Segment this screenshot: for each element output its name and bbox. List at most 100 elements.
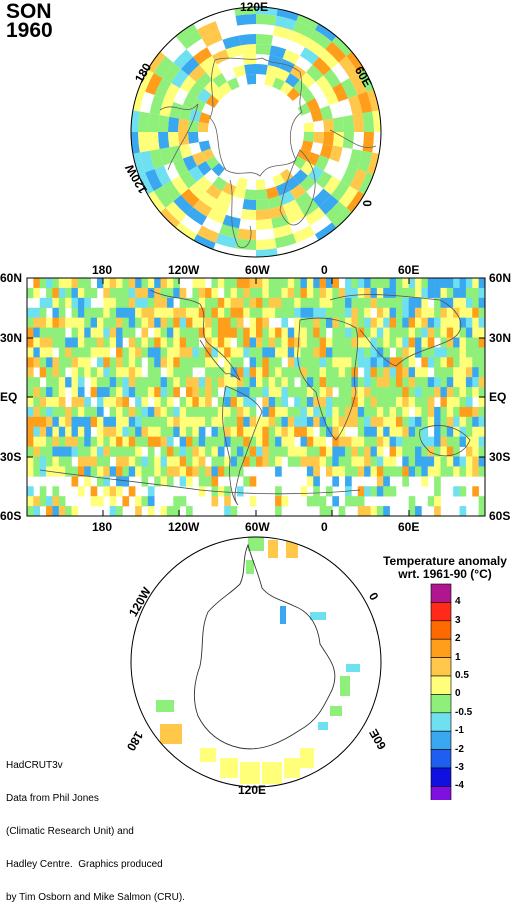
- global-grid-cell: [268, 347, 276, 358]
- global-grid-cell: [313, 307, 320, 318]
- global-grid-cell: [179, 416, 187, 428]
- north-polar-grid-cell: [323, 69, 341, 88]
- global-grid-cell: [236, 426, 244, 437]
- global-grid-cell: [453, 317, 460, 328]
- global-grid-cell: [446, 387, 454, 398]
- global-grid-cell: [205, 357, 212, 368]
- global-grid-cell: [217, 278, 225, 289]
- global-grid-cell: [205, 377, 212, 388]
- global-grid-cell: [166, 347, 174, 358]
- global-grid-cell: [421, 327, 429, 338]
- global-grid-cell: [128, 287, 136, 299]
- global-grid-cell: [186, 426, 193, 437]
- global-grid-cell: [249, 317, 257, 328]
- global-grid-cell: [370, 287, 378, 299]
- north-polar-grid-cell: [362, 132, 374, 153]
- global-grid-cell: [459, 416, 467, 428]
- global-grid-cell: [166, 416, 174, 428]
- global-grid-cell: [319, 456, 327, 467]
- global-grid-cell: [351, 397, 359, 408]
- global-grid-cell: [421, 357, 429, 368]
- global-grid-cell: [256, 297, 263, 309]
- global-grid-cell: [370, 436, 378, 447]
- global-grid-cell: [236, 347, 244, 358]
- global-grid-cell: [275, 367, 282, 378]
- global-grid-cell: [52, 377, 60, 388]
- global-grid-cell: [434, 436, 441, 447]
- north-polar-grid-cell: [256, 248, 279, 257]
- north-polar-grid-cell: [318, 49, 339, 70]
- global-grid-cell: [128, 327, 136, 338]
- global-grid-cell: [395, 287, 403, 299]
- global-grid-cell: [376, 387, 384, 398]
- global-grid-cell: [27, 377, 34, 388]
- north-polar-grid-cell: [264, 74, 276, 87]
- global-grid-cell: [173, 327, 180, 338]
- global-grid-cell: [166, 426, 174, 437]
- global-grid-cell: [211, 287, 219, 299]
- global-grid-cell: [141, 436, 149, 447]
- north-polar-grid-cell: [158, 132, 170, 150]
- global-grid-cell: [453, 297, 460, 309]
- global-grid-cell: [249, 426, 257, 437]
- global-grid-cell: [173, 278, 180, 289]
- global-grid-cell: [351, 466, 359, 477]
- global-grid-cell: [281, 377, 289, 388]
- global-grid-cell: [364, 387, 371, 398]
- global-grid-cell: [376, 416, 384, 428]
- global-grid-cell: [357, 327, 365, 338]
- global-grid-cell: [440, 377, 448, 388]
- global-grid-cell: [313, 496, 320, 507]
- global-grid-cell: [332, 466, 339, 477]
- global-grid-cell: [236, 357, 244, 368]
- north-polar-grid-cell: [267, 195, 283, 209]
- global-grid-cell: [224, 466, 231, 477]
- legend-level-label: 0.5: [455, 670, 469, 681]
- north-polar-grid-cell: [171, 176, 189, 195]
- global-grid-cell: [186, 476, 193, 487]
- global-grid-cell: [236, 337, 244, 348]
- global-grid-cell: [383, 416, 390, 428]
- global-grid-cell: [109, 406, 117, 418]
- global-grid-cell: [325, 466, 333, 477]
- global-grid-cell: [294, 367, 301, 378]
- global-grid-cell: [262, 387, 270, 398]
- global-grid-cell: [46, 367, 53, 378]
- global-grid-cell: [173, 317, 180, 328]
- global-grid-cell: [46, 426, 53, 437]
- global-grid-cell: [351, 347, 359, 358]
- global-grid-cell: [166, 466, 174, 477]
- global-grid-cell: [357, 397, 365, 408]
- global-grid-cell: [243, 456, 250, 467]
- global-grid-cell: [58, 347, 66, 358]
- global-grid-cell: [402, 476, 409, 487]
- global-x-label-top: 60W: [245, 263, 270, 277]
- global-grid-cell: [122, 456, 130, 467]
- global-grid-cell: [478, 387, 485, 398]
- global-grid-cell: [434, 327, 441, 338]
- global-grid-cell: [109, 357, 117, 368]
- global-grid-cell: [262, 416, 270, 428]
- global-grid-cell: [345, 337, 352, 348]
- global-grid-cell: [408, 446, 416, 457]
- global-grid-cell: [313, 476, 320, 487]
- global-grid-cell: [39, 436, 47, 447]
- global-grid-cell: [364, 357, 371, 368]
- global-grid-cell: [224, 486, 231, 497]
- global-grid-cell: [319, 436, 327, 447]
- north-polar-grid-cell: [256, 34, 274, 46]
- global-grid-cell: [96, 387, 104, 398]
- global-grid-cell: [268, 307, 276, 318]
- global-grid-cell: [243, 377, 250, 388]
- global-grid-cell: [364, 287, 371, 299]
- north-polar-grid-cell: [285, 176, 300, 191]
- global-grid-cell: [173, 367, 180, 378]
- global-grid-cell: [77, 436, 85, 447]
- global-grid-cell: [230, 367, 238, 378]
- north-polar-grid-cell: [188, 81, 204, 98]
- global-grid-cell: [173, 307, 180, 318]
- global-grid-cell: [205, 337, 212, 348]
- global-grid-cell: [224, 278, 231, 289]
- global-grid-cell: [77, 406, 85, 418]
- north-polar-grid-cell: [162, 181, 181, 202]
